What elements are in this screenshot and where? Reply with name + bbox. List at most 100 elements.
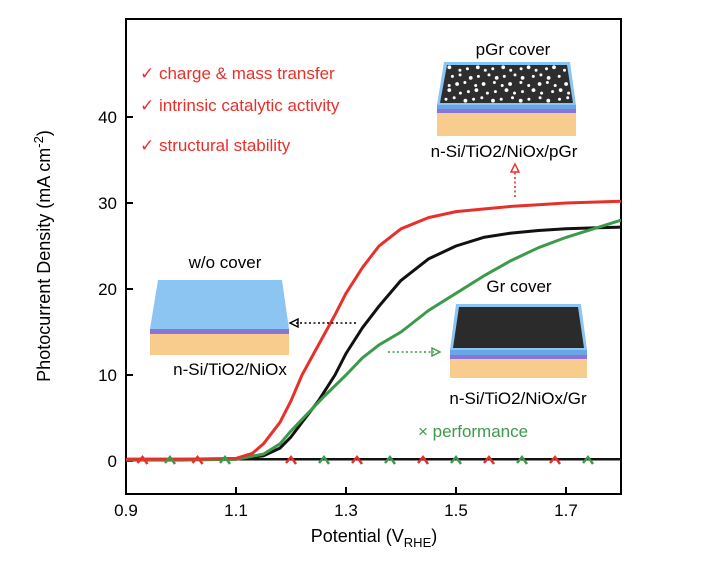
pgr-pore [527, 84, 531, 87]
pgr-pore [472, 97, 476, 101]
pgr-pore [558, 88, 563, 92]
baseline-spike [417, 454, 430, 465]
baseline-spike [483, 454, 496, 465]
pgr-pore [491, 67, 495, 71]
pgr-pore [521, 90, 524, 94]
pgr-purple-layer [437, 108, 576, 113]
pgr-cover-label: pGr cover [476, 40, 551, 59]
inset-pgr-cover: pGr cover n-Si/TiO2/NiOx/pGr [431, 40, 578, 197]
pgr-pore [476, 74, 480, 78]
gr-blue-layer [450, 349, 587, 355]
pgr-pore [463, 98, 468, 103]
x-tick-label: 1.5 [444, 501, 468, 520]
pgr-pore [480, 96, 484, 100]
pgr-pore [513, 91, 516, 95]
pgr-pore [534, 68, 538, 72]
pgr-pore [545, 81, 549, 84]
baseline-spike [516, 454, 529, 465]
pgr-pore [520, 76, 525, 80]
pgr-pore [444, 97, 448, 101]
pgr-pore [519, 81, 523, 84]
pgr-pore [493, 90, 497, 94]
drawback-performance: × performance [418, 422, 528, 441]
pgr-pore [474, 88, 479, 92]
pgr-pore [450, 74, 454, 78]
pgr-pore [551, 90, 555, 94]
pgr-pore [546, 98, 551, 103]
baseline-spike [384, 454, 397, 465]
pgr-pore [540, 91, 544, 95]
pgr-pore [447, 65, 452, 70]
baseline-spike [318, 454, 331, 465]
pgr-pore [546, 76, 551, 80]
baseline-spike [285, 454, 298, 465]
pgr-pore [463, 81, 467, 84]
pgr-pore [513, 73, 517, 77]
inset-gr-cover: Gr cover n-Si/TiO2/NiOx/Gr [388, 277, 587, 408]
pgr-pore [504, 88, 509, 92]
pgr-pore [474, 84, 478, 87]
pgr-pore [502, 74, 506, 78]
pgr-pore [466, 90, 470, 94]
pgr-pore [487, 73, 491, 77]
inset-wo-cover: w/o cover n-Si/TiO2/NiOx [150, 253, 356, 379]
pgr-pore [527, 97, 531, 101]
x-tick-label: 0.9 [114, 501, 138, 520]
x-axis-ticks: 0.9 1.1 1.3 1.5 1.7 [114, 487, 578, 520]
benefit-structural-stability: ✓ structural stability [140, 136, 291, 155]
pgr-pore [508, 82, 512, 86]
baseline-spike [164, 454, 177, 465]
gr-purple-layer [450, 354, 587, 359]
pgr-pore [518, 98, 523, 103]
pgr-pore [511, 96, 514, 100]
pgr-pore [564, 82, 568, 86]
baseline-spike [582, 454, 595, 465]
wo-substrate [150, 333, 289, 355]
pgr-substrate [437, 112, 576, 136]
pgr-pore [567, 91, 571, 95]
pgr-pore [539, 73, 543, 77]
plot-frame [125, 18, 622, 495]
pgr-pore [531, 74, 535, 78]
pgr-pore [557, 74, 561, 78]
baseline-spike [549, 454, 562, 465]
pgr-pore [475, 65, 480, 70]
baseline-spike [191, 454, 204, 465]
gr-substrate [450, 358, 587, 378]
benefit-catalytic-activity: ✓ intrinsic catalytic activity [140, 96, 340, 115]
wo-arrow-head [288, 317, 299, 329]
pgr-pore [526, 65, 531, 70]
pgr-pore [545, 67, 548, 71]
baseline-spike [219, 454, 232, 465]
pgr-blue-layer [437, 104, 576, 109]
pgr-pore [447, 88, 452, 92]
y-axis-label: Photocurrent Density (mA cm-2) [31, 130, 54, 382]
pgr-pore [563, 68, 566, 72]
pgr-pore [519, 67, 523, 71]
pgr-pore [558, 97, 561, 101]
wo-cover-series-line [126, 225, 621, 461]
pgr-pore [458, 68, 462, 72]
baseline-spike [351, 454, 364, 465]
x-tick-label: 1.1 [224, 501, 248, 520]
wo-cover-label: w/o cover [188, 253, 262, 272]
pgr-pore [458, 73, 462, 77]
gr-cover-label: Gr cover [486, 277, 552, 296]
y-tick-label: 40 [98, 108, 117, 127]
pgr-arrow-head [509, 162, 521, 173]
pgr-pore [566, 96, 570, 100]
x-tick-label: 1.3 [334, 501, 358, 520]
baseline-spike [136, 454, 149, 465]
gr-series-line [126, 218, 621, 462]
y-tick-label: 30 [98, 194, 117, 213]
gr-top-surface [453, 307, 584, 348]
x-tick-label: 1.7 [554, 501, 578, 520]
pgr-pore [458, 91, 462, 95]
y-tick-label: 20 [98, 280, 117, 299]
gr-arrow-head [431, 346, 442, 358]
y-axis-ticks: 0 10 20 30 40 [98, 108, 133, 471]
pgr-structure-label: n-Si/TiO2/NiOx/pGr [431, 142, 578, 161]
pgr-pore [447, 84, 451, 87]
pgr-pores [444, 65, 571, 103]
pgr-pore [465, 67, 469, 71]
